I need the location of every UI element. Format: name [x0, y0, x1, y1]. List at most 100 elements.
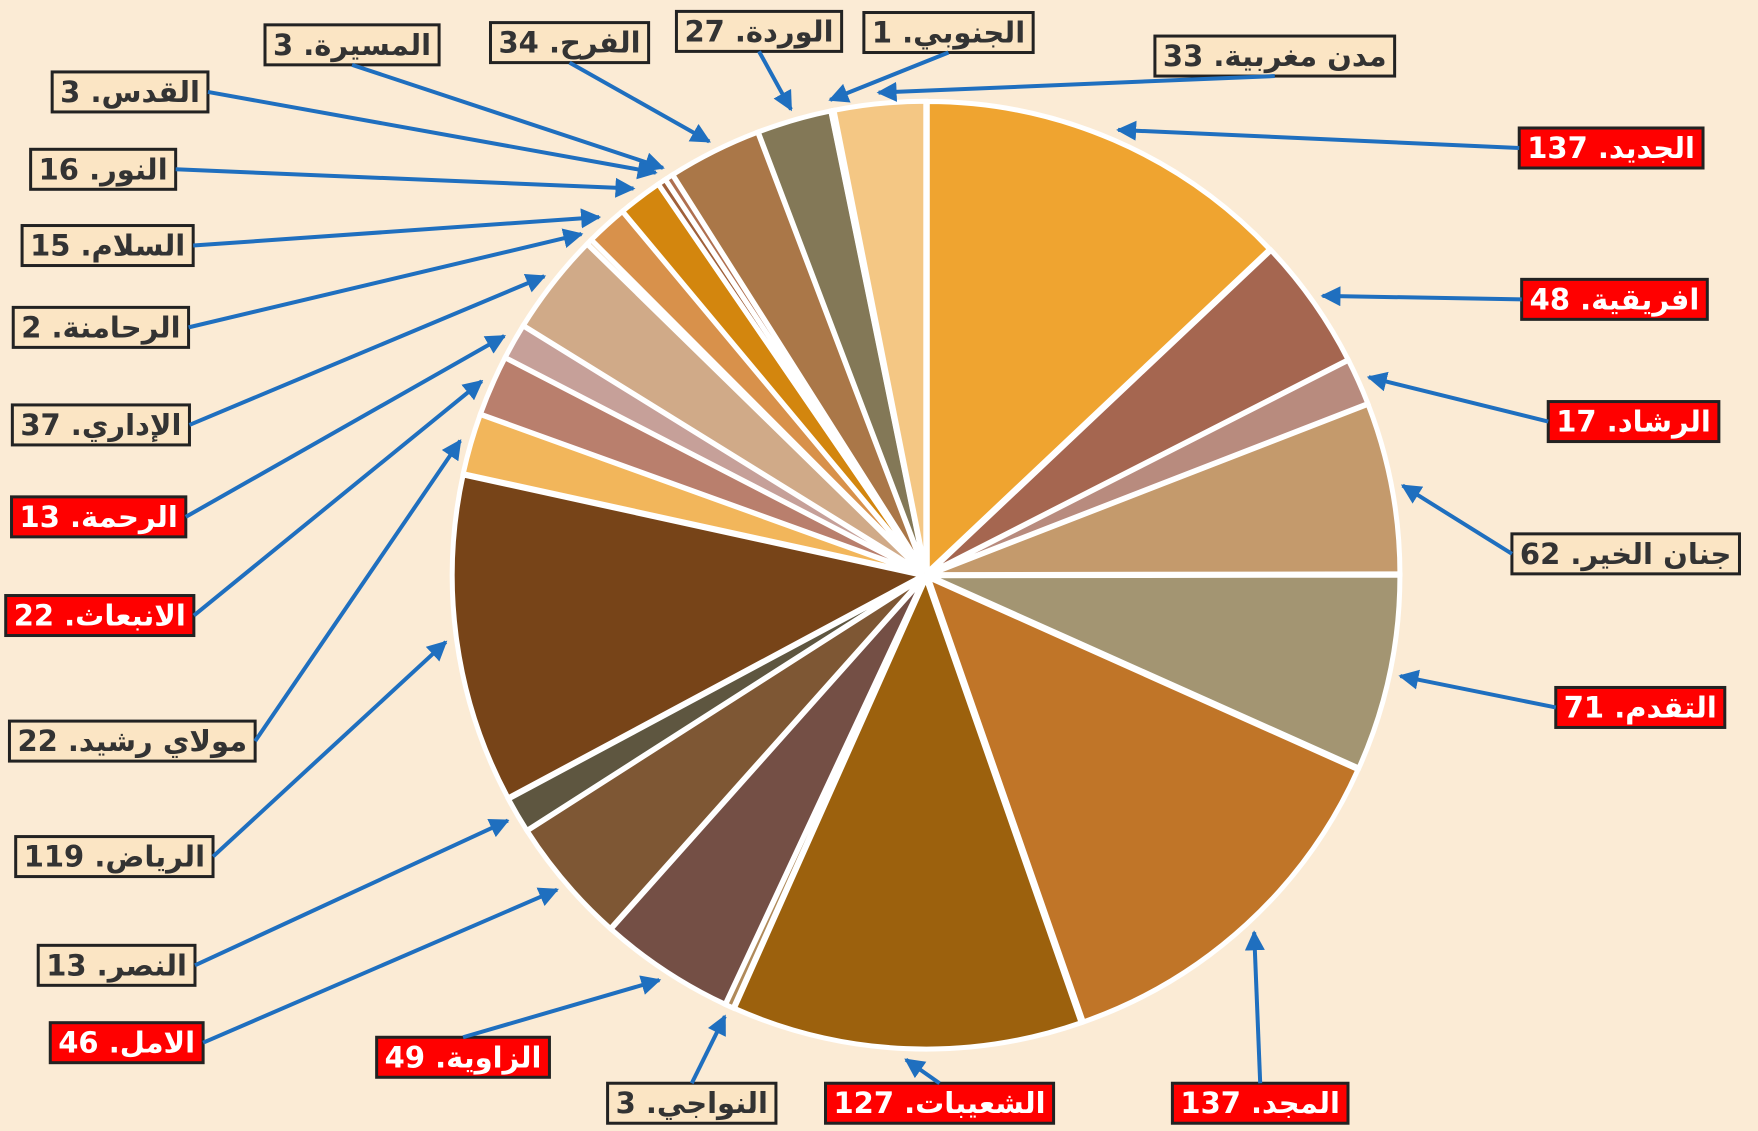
data-label-text: مولاي رشيد. 22	[17, 724, 247, 758]
leader-line	[689, 1014, 727, 1085]
data-label-text: الانبعاث. 22	[14, 599, 186, 633]
leader-line	[194, 818, 510, 968]
label-box	[48, 1021, 205, 1065]
leader-line	[193, 208, 602, 248]
leader-line	[828, 50, 950, 103]
leader-line	[184, 334, 506, 519]
label-box	[606, 1081, 778, 1125]
leader-line	[904, 1057, 941, 1085]
data-label-text: الرشاد. 17	[1556, 405, 1711, 439]
data-label: مولاي رشيد. 22	[7, 719, 257, 763]
pie-slice	[928, 401, 1403, 578]
data-label-text: الشعيبات. 127	[834, 1086, 1046, 1120]
label-box	[36, 943, 197, 987]
label-box	[1170, 1081, 1350, 1125]
pie-slice	[831, 98, 929, 573]
data-label: الوردة. 27	[674, 9, 844, 53]
data-label: التقدم. 71	[1554, 685, 1727, 729]
labels: الجديد. 137 افريقية. 48 الرشاد. 17 جنان الخ…	[4, 9, 1741, 1125]
data-label-text: المجد. 137	[1180, 1086, 1340, 1120]
pie-slice	[924, 99, 1274, 579]
leader-line	[192, 379, 484, 618]
leader-line	[207, 89, 658, 180]
pie-slice	[731, 571, 1085, 1052]
data-label-text: الرحامنة. 2	[21, 310, 180, 344]
data-label: الامل. 46	[48, 1021, 205, 1065]
data-label-text: النواجي. 3	[616, 1086, 768, 1120]
data-label: الشعيبات. 127	[824, 1081, 1056, 1125]
leader-line	[1400, 483, 1513, 556]
pie-slice	[449, 471, 931, 802]
pie	[449, 98, 1403, 1052]
pie-slice	[923, 572, 1362, 1026]
leader-line	[211, 640, 448, 859]
leader-line	[202, 887, 559, 1045]
leader-line	[351, 62, 665, 172]
data-label-text: المسيرة. 3	[273, 28, 431, 62]
data-label: النواجي. 3	[606, 1081, 778, 1125]
label-box	[375, 1035, 551, 1079]
data-label-text: افريقية. 48	[1530, 282, 1700, 316]
leader-line	[188, 273, 547, 427]
leader-line	[1320, 286, 1522, 307]
leader-line	[462, 975, 662, 1040]
data-label-text: جنان الخير. 62	[1520, 537, 1732, 571]
label-box	[4, 594, 196, 638]
label-box	[10, 495, 188, 539]
data-label-text: الفرح. 34	[498, 26, 640, 60]
label-box	[14, 835, 215, 879]
data-label: السلام. 15	[20, 224, 195, 268]
data-label: الفرح. 34	[488, 21, 651, 65]
data-label: الرحامنة. 2	[11, 305, 191, 349]
pie-slice	[928, 572, 1403, 772]
data-label-text: مدن مغربية. 33	[1163, 39, 1387, 73]
label-box	[488, 21, 651, 65]
data-label-text: الجديد. 137	[1527, 131, 1695, 165]
leader-line	[175, 167, 636, 198]
data-label: القدس. 3	[50, 70, 210, 114]
data-label: الجنوبي. 1	[862, 11, 1035, 55]
leader-line	[1398, 669, 1557, 710]
leader-line	[1116, 120, 1520, 150]
data-label: الرياض. 119	[14, 835, 215, 879]
leader-line	[876, 74, 1275, 102]
data-label: مدن مغربية. 33	[1153, 34, 1397, 78]
data-label: الرحمة. 13	[10, 495, 188, 539]
label-box	[1153, 34, 1397, 78]
data-label-text: الرحمة. 13	[20, 500, 178, 534]
data-label: افريقية. 48	[1520, 277, 1709, 321]
data-label-text: الإداري. 37	[20, 408, 181, 442]
data-label: جنان الخير. 62	[1510, 532, 1741, 576]
data-label-text: القدس. 3	[60, 75, 200, 109]
data-label: الرشاد. 17	[1546, 400, 1721, 444]
data-label-text: السلام. 15	[30, 229, 185, 263]
label-box	[50, 70, 210, 114]
leader-line	[1244, 930, 1265, 1084]
data-label-text: الوردة. 27	[684, 14, 833, 48]
data-label: المسيرة. 3	[263, 23, 441, 67]
leader-line	[1366, 371, 1549, 424]
data-label-text: التقدم. 71	[1564, 690, 1717, 724]
leader-line	[568, 60, 711, 144]
data-label-text: الزاوية. 49	[385, 1040, 542, 1074]
data-label-text: النصر. 13	[46, 948, 187, 982]
data-label: الجديد. 137	[1517, 126, 1705, 170]
data-label: الزاوية. 49	[375, 1035, 551, 1079]
data-label: المجد. 137	[1170, 1081, 1350, 1125]
leader-line	[757, 50, 793, 112]
label-box	[1517, 126, 1705, 170]
label-box	[1554, 685, 1727, 729]
data-label-text: الامل. 46	[58, 1026, 195, 1060]
data-label-text: النور. 16	[39, 152, 168, 186]
label-box	[29, 147, 178, 191]
data-label-text: الرياض. 119	[24, 840, 205, 874]
leader-line	[188, 228, 584, 330]
label-box	[263, 23, 441, 67]
data-label-text: الجنوبي. 1	[872, 16, 1025, 50]
label-box	[20, 224, 195, 268]
data-label: النور. 16	[29, 147, 178, 191]
data-label: الإداري. 37	[10, 403, 191, 447]
data-label: الانبعاث. 22	[4, 594, 196, 638]
leader-line	[253, 439, 462, 743]
